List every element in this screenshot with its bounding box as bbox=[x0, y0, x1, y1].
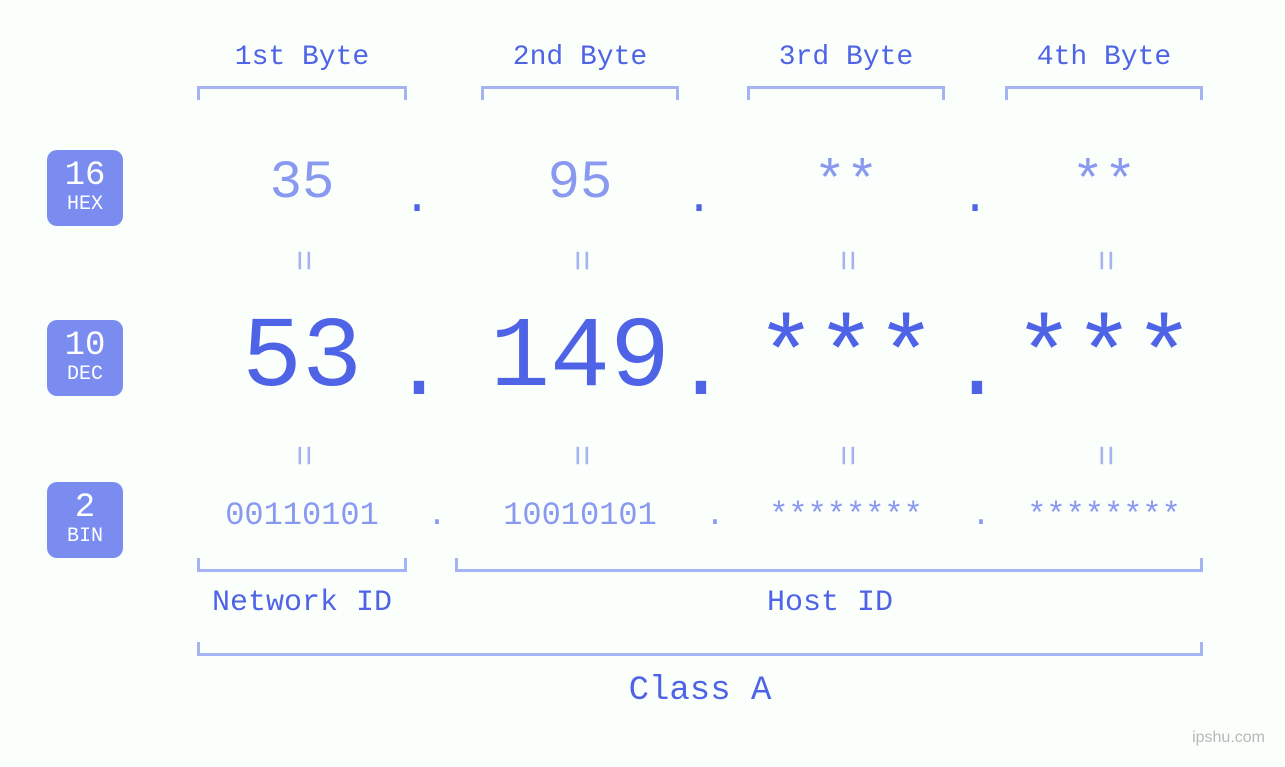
byte-label-3: 3rd Byte bbox=[776, 42, 916, 73]
base-name-dec: DEC bbox=[67, 363, 103, 387]
byte-bracket-2 bbox=[481, 86, 679, 100]
byte-bracket-3 bbox=[747, 86, 945, 100]
equals-2-1: = bbox=[282, 441, 323, 471]
class-label: Class A bbox=[620, 672, 780, 710]
hex-byte-2: 95 bbox=[510, 157, 650, 211]
watermark: ipshu.com bbox=[1192, 729, 1265, 747]
dec-byte-4: *** bbox=[984, 310, 1224, 410]
bin-byte-2: 10010101 bbox=[460, 500, 700, 532]
equals-2-4: = bbox=[1084, 441, 1125, 471]
base-num-hex: 16 bbox=[65, 159, 106, 193]
base-badge-hex: 16 HEX bbox=[47, 150, 123, 226]
hex-dot-1: . bbox=[402, 176, 432, 222]
byte-label-1: 1st Byte bbox=[232, 42, 372, 73]
hex-dot-3: . bbox=[960, 176, 990, 222]
host-id-label: Host ID bbox=[745, 586, 915, 620]
equals-1-2: = bbox=[560, 246, 601, 276]
network-bracket bbox=[197, 558, 407, 572]
host-bracket bbox=[455, 558, 1203, 572]
byte-bracket-4 bbox=[1005, 86, 1203, 100]
equals-1-4: = bbox=[1084, 246, 1125, 276]
class-bracket bbox=[197, 642, 1203, 656]
dec-byte-2: 149 bbox=[460, 310, 700, 410]
equals-1-3: = bbox=[826, 246, 867, 276]
network-id-label: Network ID bbox=[207, 586, 397, 620]
hex-dot-2: . bbox=[684, 176, 714, 222]
bin-dot-1: . bbox=[422, 500, 452, 532]
dec-dot-2: . bbox=[674, 326, 724, 416]
byte-bracket-1 bbox=[197, 86, 407, 100]
base-badge-bin: 2 BIN bbox=[47, 482, 123, 558]
ip-diagram: 1st Byte 2nd Byte 3rd Byte 4th Byte 16 H… bbox=[0, 0, 1285, 767]
hex-byte-1: 35 bbox=[232, 157, 372, 211]
hex-byte-4: ** bbox=[1034, 157, 1174, 211]
dec-byte-1: 53 bbox=[197, 310, 407, 410]
hex-byte-3: ** bbox=[776, 157, 916, 211]
equals-2-3: = bbox=[826, 441, 867, 471]
byte-label-4: 4th Byte bbox=[1034, 42, 1174, 73]
byte-label-2: 2nd Byte bbox=[510, 42, 650, 73]
base-num-bin: 2 bbox=[75, 491, 95, 525]
base-name-bin: BIN bbox=[67, 525, 103, 549]
bin-byte-1: 00110101 bbox=[182, 500, 422, 532]
dec-dot-1: . bbox=[392, 326, 442, 416]
base-name-hex: HEX bbox=[67, 193, 103, 217]
base-num-dec: 10 bbox=[65, 329, 106, 363]
dec-byte-3: *** bbox=[726, 310, 966, 410]
equals-2-2: = bbox=[560, 441, 601, 471]
base-badge-dec: 10 DEC bbox=[47, 320, 123, 396]
bin-byte-4: ******** bbox=[984, 500, 1224, 532]
bin-byte-3: ******** bbox=[726, 500, 966, 532]
equals-1-1: = bbox=[282, 246, 323, 276]
